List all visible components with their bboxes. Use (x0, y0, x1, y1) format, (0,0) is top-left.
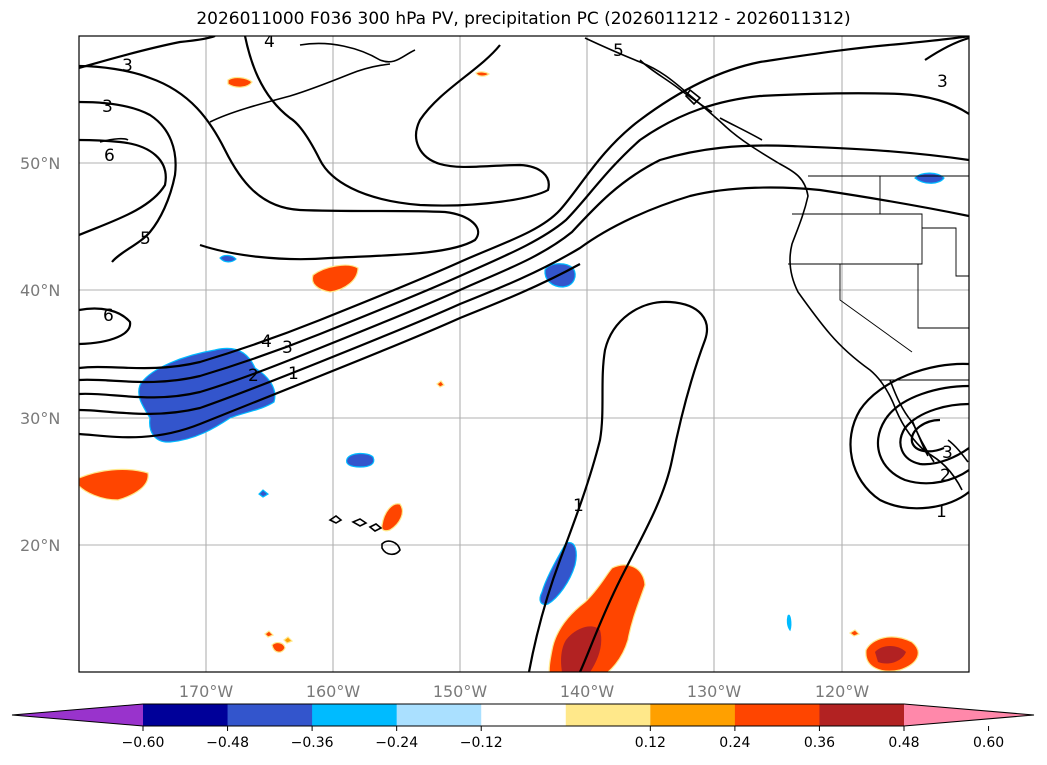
colorbar-tick-label: 0.60 (973, 735, 1004, 751)
contour-label: 3 (122, 56, 133, 76)
precip-area-small-positive-4 (848, 629, 861, 637)
pv-contour-1-trough (527, 300, 708, 672)
lon-tick-labels: 170°W 160°W 150°W 140°W 130°W 120°W (179, 682, 870, 701)
contour-label: 1 (936, 502, 947, 522)
precip-area-dateline-positive (79, 468, 149, 501)
contour-label: 3 (942, 443, 953, 463)
colorbar-extend-min (12, 704, 143, 726)
contour-label: 2 (940, 466, 951, 486)
colorbar-tick-label: −0.36 (291, 735, 334, 751)
precip-area-small-positive-3 (436, 380, 445, 388)
colorbar: −0.60 −0.48 −0.36 −0.24 −0.12 0.12 0.24 0.36 0.4… (11, 703, 1035, 751)
precip-area-small-positive-6 (283, 636, 294, 644)
precip-area-small-positive-5 (264, 630, 275, 638)
lon-tick-label: 150°W (433, 682, 488, 701)
colorbar-segment (650, 704, 736, 726)
pv-contour-3-low (899, 402, 969, 466)
colorbar-segment (396, 704, 482, 726)
precip-area-small-negative-2 (258, 489, 270, 498)
colorbar-tick-label: −0.24 (375, 735, 418, 751)
colorbar-segment (143, 704, 229, 726)
colorbar-tick-label: −0.12 (460, 735, 503, 751)
lat-tick-label: 50°N (20, 154, 60, 173)
map-frame (78, 35, 970, 673)
precip-area-hawaii-north-negative (345, 452, 375, 468)
precip-area-central-pacific-negative (138, 347, 276, 443)
colorbar-tick-label: −0.60 (122, 735, 165, 751)
precip-area-small-negative (219, 254, 237, 263)
map-title: 2026011000 F036 300 hPa PV, precipitatio… (196, 9, 851, 29)
precip-area-small-negative-3 (786, 614, 792, 632)
contour-label: 1 (288, 364, 299, 384)
pv-contour-3-ne (924, 36, 969, 61)
lat-tick-labels: 50°N 40°N 30°N 20°N (20, 154, 60, 555)
pv-contour-4-north (79, 64, 480, 261)
lat-tick-label: 30°N (20, 409, 60, 428)
pv-contour-3-north (79, 36, 550, 207)
pv-contour-4-jet (79, 186, 969, 415)
pv-contour-3-jet (79, 144, 969, 399)
baja-coast (911, 419, 969, 463)
pv-contours (79, 36, 969, 672)
pv-contour-2-jet (79, 92, 969, 384)
contour-label: 3 (282, 338, 293, 358)
pv-contour-5-north (79, 100, 177, 263)
contour-label: 4 (261, 332, 272, 352)
precip-positive-areas (79, 71, 919, 672)
contour-label: 3 (102, 97, 113, 117)
contour-label: 6 (104, 146, 115, 166)
lon-tick-label: 170°W (179, 682, 234, 701)
colorbar-segment (819, 704, 905, 726)
political-borders (788, 175, 969, 381)
precip-area-hawaii-positive (381, 503, 403, 532)
contour-label: 5 (613, 41, 624, 61)
pv-contour-4-low (910, 418, 945, 453)
colorbar-segment (227, 704, 313, 726)
colorbar-tick-label: 0.36 (804, 735, 835, 751)
bc-islands (639, 59, 763, 141)
hawaii-islands (328, 515, 401, 556)
contour-label: 1 (573, 496, 584, 516)
precip-area-small-positive-2 (271, 642, 286, 653)
colorbar-segment (565, 704, 651, 726)
precip-area-east-pacific-core (561, 626, 602, 672)
precip-area-mexico-core (875, 646, 906, 664)
contour-label: 3 (937, 72, 948, 92)
contour-label: 6 (103, 306, 114, 326)
colorbar-extend-max (904, 704, 1034, 726)
state-borders (788, 176, 969, 381)
contour-label: 2 (248, 366, 259, 386)
pv-contour-6-north (79, 138, 167, 237)
lon-tick-label: 130°W (687, 682, 742, 701)
pv-contour-2-low (876, 384, 969, 485)
lon-tick-label: 120°W (815, 682, 870, 701)
lat-tick-label: 20°N (20, 536, 60, 555)
pv-contour-1-jet (79, 36, 969, 370)
colorbar-segment (481, 704, 567, 726)
colorbar-segment (734, 704, 820, 726)
colorbar-tick-label: −0.48 (206, 735, 249, 751)
colorbar-tick-label: 0.12 (635, 735, 666, 751)
lon-tick-label: 160°W (306, 682, 361, 701)
pv-contour-labels: 3 4 3 6 5 6 4 3 2 1 1 3 3 2 1 5 (102, 32, 953, 522)
lon-tick-label: 140°W (560, 682, 615, 701)
precip-area-alaska-positive (227, 76, 253, 88)
pv-contour-3-upper (79, 307, 132, 346)
contour-label: 4 (264, 32, 275, 52)
lat-tick-label: 40°N (20, 281, 60, 300)
pv-contour-5-jet (79, 263, 581, 439)
precip-area-n-pacific-positive (311, 264, 359, 293)
pv-contour-1-low (849, 362, 969, 510)
precip-area-small-positive (475, 71, 491, 77)
colorbar-tick-label: 0.48 (888, 735, 919, 751)
contour-label: 5 (140, 229, 151, 249)
colorbar-tick-label: 0.24 (719, 735, 750, 751)
colorbar-segment (312, 704, 398, 726)
